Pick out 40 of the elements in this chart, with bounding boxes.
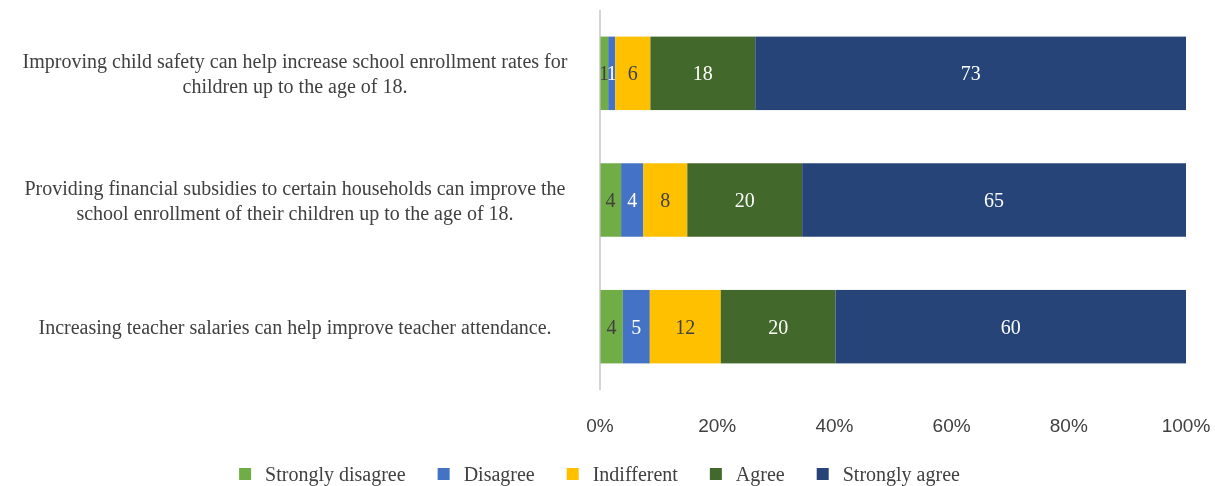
- bar: [622, 289, 650, 364]
- legend-label: Strongly disagree: [265, 463, 406, 486]
- data-label: 60: [1000, 315, 1021, 338]
- x-tick-label: 20%: [698, 415, 737, 436]
- bar: [835, 289, 1186, 364]
- y-tick-label: Increasing teacher salaries can help improve teacher attendance.: [38, 315, 552, 339]
- bar: [615, 36, 651, 111]
- y-tick-label: Providing financial subsidies to certain households can improve the school enrollment of their children up to the age of 18.: [24, 176, 566, 225]
- data-label: 20: [768, 315, 789, 338]
- bar: [643, 163, 688, 237]
- data-label: 4: [606, 315, 617, 338]
- legend-label: Agree: [735, 463, 785, 486]
- x-tick-label: 40%: [815, 415, 854, 436]
- bar: [649, 289, 721, 364]
- x-tick-label: 80%: [1049, 415, 1088, 436]
- bar: [600, 289, 623, 364]
- data-label: 4: [627, 189, 638, 211]
- bar: [600, 163, 622, 237]
- data-label: 5: [631, 315, 642, 338]
- data-label: 20: [734, 189, 755, 211]
- legend-label: Indifferent: [592, 463, 679, 485]
- data-label: 73: [960, 62, 981, 85]
- bar: [802, 163, 1186, 237]
- bar: [650, 36, 756, 111]
- data-label: 8: [660, 189, 671, 211]
- data-label: 4: [605, 189, 616, 211]
- x-tick-label: 100%: [1161, 415, 1211, 436]
- bar: [755, 36, 1186, 111]
- bar: [621, 163, 644, 237]
- data-label: 6: [627, 62, 638, 85]
- x-tick-label: 0%: [586, 415, 614, 436]
- y-tick-label: Improving child safety can help increase school enrollment rates for children up to the age of 18.: [22, 49, 568, 98]
- x-tick-label: 60%: [932, 415, 971, 436]
- bar: [720, 289, 836, 364]
- data-label: 65: [984, 189, 1005, 211]
- legend-label: Strongly agree: [842, 463, 961, 486]
- legend-label: Disagree: [463, 463, 535, 486]
- data-label: 18: [692, 62, 713, 85]
- bar: [687, 163, 803, 237]
- data-label: 12: [675, 315, 696, 338]
